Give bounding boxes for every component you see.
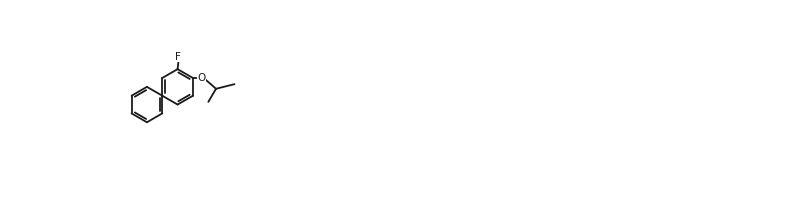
Text: F: F <box>176 52 181 62</box>
Text: O: O <box>197 73 205 83</box>
